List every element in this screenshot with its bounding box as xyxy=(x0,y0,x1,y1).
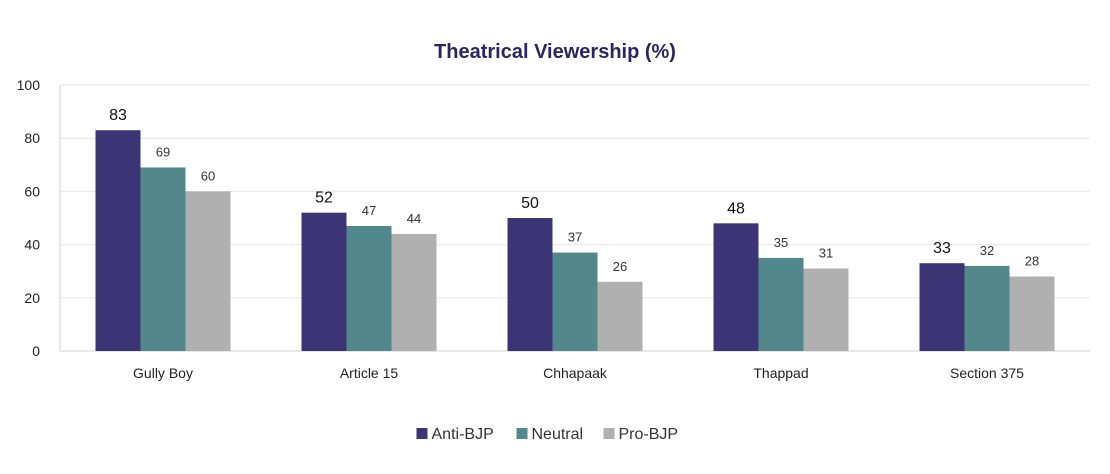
data-label: 44 xyxy=(407,211,421,226)
legend-item-anti-bjp: Anti-BJP xyxy=(416,426,494,443)
x-category-label: Chhapaak xyxy=(543,365,608,381)
data-label: 52 xyxy=(315,190,333,207)
legend-label: Pro-BJP xyxy=(619,426,679,443)
y-tick-label: 40 xyxy=(24,237,40,253)
data-label: 69 xyxy=(156,144,170,159)
bar-neutral xyxy=(964,265,1010,351)
bar-pro-bjp xyxy=(391,233,437,351)
legend: Anti-BJP Neutral Pro-BJP xyxy=(416,426,679,443)
legend-item-pro-bjp: Pro-BJP xyxy=(603,426,679,443)
bar-neutral xyxy=(140,167,186,351)
legend-swatch xyxy=(416,428,428,439)
gridlines xyxy=(59,84,1090,352)
data-label: 60 xyxy=(201,168,215,183)
y-tick-label: 80 xyxy=(24,130,40,146)
data-labels: 83 69 60 52 47 44 50 37 26 48 35 31 33 32 28 xyxy=(109,107,1039,274)
bar-anti-bjp xyxy=(301,212,347,351)
data-label: 35 xyxy=(774,235,788,250)
y-tick-label: 60 xyxy=(24,183,40,199)
data-label: 83 xyxy=(109,107,127,124)
bar-anti-bjp xyxy=(713,223,759,351)
y-tick-label: 20 xyxy=(24,290,40,306)
x-category-label: Article 15 xyxy=(340,365,399,381)
chart-title: Theatrical Viewership (%) xyxy=(434,41,676,63)
x-axis-categories: Gully Boy Article 15 Chhapaak Thappad Sectio… xyxy=(133,365,1024,381)
x-category-label: Section 375 xyxy=(950,365,1024,381)
bar-pro-bjp xyxy=(185,191,231,351)
legend-item-neutral: Neutral xyxy=(516,426,584,443)
bar-neutral xyxy=(346,225,392,351)
data-label: 47 xyxy=(362,203,376,218)
bar-neutral xyxy=(758,257,804,351)
bar-neutral xyxy=(552,252,598,351)
data-label: 48 xyxy=(727,200,745,217)
x-category-label: Gully Boy xyxy=(133,365,193,381)
bars xyxy=(95,130,1055,351)
data-label: 37 xyxy=(568,230,582,245)
data-label: 26 xyxy=(613,259,627,274)
legend-swatch xyxy=(603,428,615,439)
y-tick-label: 100 xyxy=(17,77,41,93)
bar-anti-bjp xyxy=(919,263,965,351)
x-category-label: Thappad xyxy=(753,365,808,381)
data-label: 33 xyxy=(933,240,951,257)
data-label: 32 xyxy=(980,243,994,258)
legend-label: Anti-BJP xyxy=(432,426,494,443)
y-tick-label: 0 xyxy=(32,343,40,359)
data-label: 50 xyxy=(521,195,539,212)
legend-swatch xyxy=(516,428,528,439)
y-axis-ticks: 0 20 40 60 80 100 xyxy=(17,77,41,359)
bar-pro-bjp xyxy=(1009,276,1055,351)
data-label: 28 xyxy=(1025,254,1039,269)
bar-pro-bjp xyxy=(803,268,849,351)
bar-anti-bjp xyxy=(507,218,553,351)
bar-pro-bjp xyxy=(597,281,643,351)
bar-anti-bjp xyxy=(95,130,141,351)
data-label: 31 xyxy=(819,246,833,261)
legend-label: Neutral xyxy=(532,426,584,443)
